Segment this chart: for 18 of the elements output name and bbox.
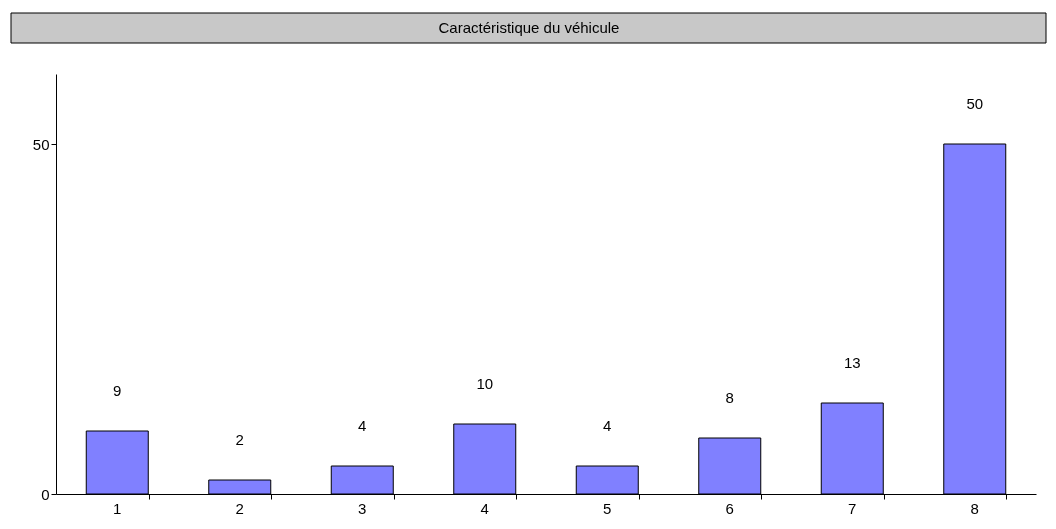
y-tick-label: 0	[41, 485, 50, 503]
x-tick-label: 3	[358, 499, 367, 517]
x-tick-label: 2	[235, 499, 244, 517]
x-tick-label: 8	[970, 499, 979, 517]
x-tick-label: 7	[848, 499, 857, 517]
data-label: 9	[113, 382, 122, 399]
x-tick-label: 5	[603, 499, 612, 517]
data-label: 13	[843, 354, 861, 371]
data-label: 50	[966, 95, 984, 112]
data-label: 4	[358, 417, 367, 434]
data-label: 8	[725, 389, 734, 406]
data-label: 4	[603, 417, 612, 434]
data-label: 10	[476, 375, 494, 392]
chart-title: Caractéristique du véhicule	[438, 19, 620, 36]
x-tick-label: 4	[480, 499, 489, 517]
data-label: 2	[235, 431, 244, 448]
x-tick-label: 1	[113, 499, 122, 517]
x-tick-label: 6	[725, 499, 734, 517]
